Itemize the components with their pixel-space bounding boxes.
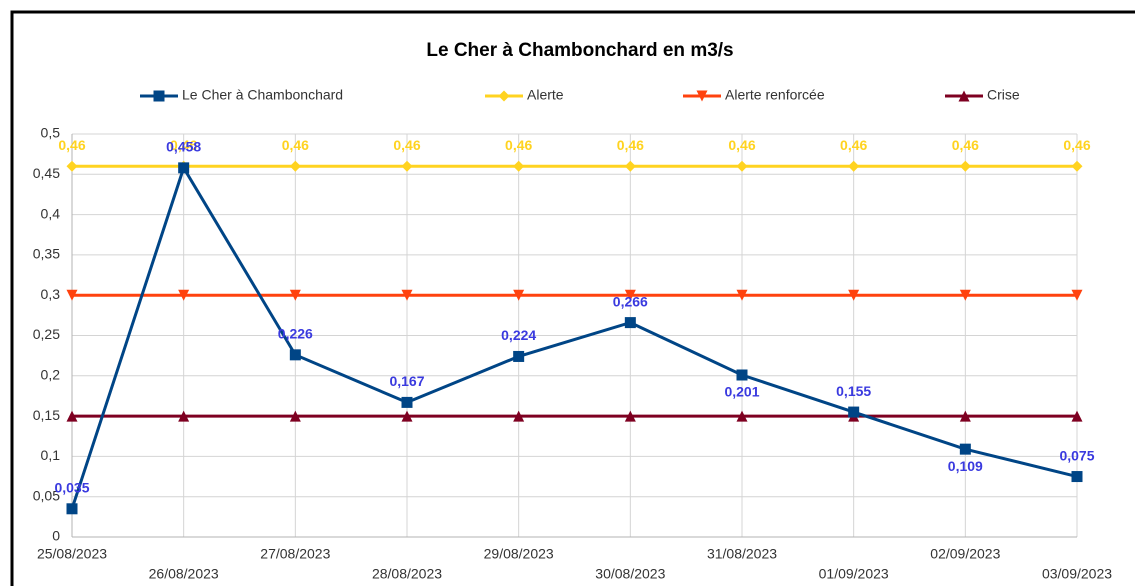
- point: [959, 443, 971, 455]
- point: [624, 289, 636, 301]
- point: [848, 406, 860, 418]
- x-tick-label: 29/08/2023: [484, 546, 554, 562]
- point: [289, 289, 301, 301]
- point: [624, 160, 636, 172]
- y-tick-label: 0,3: [41, 286, 61, 302]
- point: [401, 396, 413, 408]
- point: [959, 410, 971, 422]
- data-label: 0,46: [617, 137, 644, 153]
- data-label: 0,46: [728, 137, 755, 153]
- data-label: 0,46: [505, 137, 532, 153]
- point: [178, 289, 190, 301]
- data-label: 0,46: [952, 137, 979, 153]
- x-tick-label: 28/08/2023: [372, 566, 442, 582]
- y-tick-label: 0,1: [41, 447, 61, 463]
- data-label: 0,46: [282, 137, 309, 153]
- chart-title: Le Cher à Chambonchard en m3/s: [426, 40, 733, 61]
- point: [848, 289, 860, 301]
- point: [513, 289, 525, 301]
- legend-marker: [498, 90, 510, 102]
- data-label: 0,46: [840, 137, 867, 153]
- data-label: 0,075: [1059, 447, 1094, 463]
- y-tick-label: 0,2: [41, 367, 61, 383]
- data-label: 0,201: [724, 384, 759, 400]
- y-tick-label: 0,35: [33, 246, 60, 262]
- series-line: [70, 164, 1078, 510]
- point: [736, 410, 748, 422]
- x-tick-label: 03/09/2023: [1042, 566, 1112, 582]
- legend-marker: [153, 90, 165, 102]
- x-tick-label: 31/08/2023: [707, 546, 777, 562]
- point: [513, 350, 525, 362]
- legend-marker: [696, 90, 708, 102]
- data-label: 0,46: [170, 137, 197, 153]
- point: [178, 162, 190, 174]
- y-tick-label: 0,15: [33, 407, 60, 423]
- y-tick-label: 0,05: [33, 487, 60, 503]
- data-label: 0,46: [393, 137, 420, 153]
- point: [513, 160, 525, 172]
- x-tick-label: 02/09/2023: [930, 546, 1000, 562]
- point: [736, 160, 748, 172]
- data-label: 0,266: [613, 293, 648, 309]
- point: [1071, 289, 1083, 301]
- x-tick-label: 27/08/2023: [260, 546, 330, 562]
- point: [736, 289, 748, 301]
- point: [178, 410, 190, 422]
- x-tick-label: 26/08/2023: [149, 566, 219, 582]
- legend-label: Alerte renforcée: [725, 87, 825, 103]
- point: [959, 289, 971, 301]
- y-tick-label: 0,4: [41, 205, 61, 221]
- point: [289, 349, 301, 361]
- point: [66, 410, 78, 422]
- data-label: 0,035: [54, 479, 89, 495]
- point: [736, 369, 748, 381]
- point: [401, 410, 413, 422]
- legend-label: Crise: [987, 87, 1020, 103]
- y-tick-label: 0,5: [41, 125, 61, 141]
- chart-frame: [10, 10, 1135, 586]
- data-label: 0,167: [389, 373, 424, 389]
- point: [289, 410, 301, 422]
- y-tick-label: 0: [52, 528, 60, 544]
- data-label: 0,46: [58, 137, 85, 153]
- point: [848, 160, 860, 172]
- y-tick-label: 0,25: [33, 326, 60, 342]
- data-label: 0,155: [836, 383, 871, 399]
- point: [1071, 160, 1083, 172]
- point: [401, 289, 413, 301]
- data-label: 0,458: [166, 139, 201, 155]
- data-label: 0,226: [278, 326, 313, 342]
- point: [289, 160, 301, 172]
- x-tick-label: 30/08/2023: [595, 566, 665, 582]
- data-label: 0,46: [1063, 137, 1090, 153]
- legend-label: Alerte: [527, 87, 564, 103]
- point: [513, 410, 525, 422]
- data-label: 0,109: [948, 458, 983, 474]
- legend-label: Le Cher à Chambonchard: [182, 87, 343, 103]
- y-tick-label: 0,45: [33, 165, 60, 181]
- point: [401, 160, 413, 172]
- x-tick-label: 01/09/2023: [819, 566, 889, 582]
- point: [1071, 471, 1083, 483]
- point: [959, 160, 971, 172]
- point: [624, 317, 636, 329]
- point: [66, 503, 78, 515]
- data-label: 0,224: [501, 327, 536, 343]
- legend-marker: [958, 90, 970, 102]
- point: [624, 410, 636, 422]
- point: [66, 289, 78, 301]
- point: [66, 160, 78, 172]
- x-tick-label: 25/08/2023: [37, 546, 107, 562]
- point: [1071, 410, 1083, 422]
